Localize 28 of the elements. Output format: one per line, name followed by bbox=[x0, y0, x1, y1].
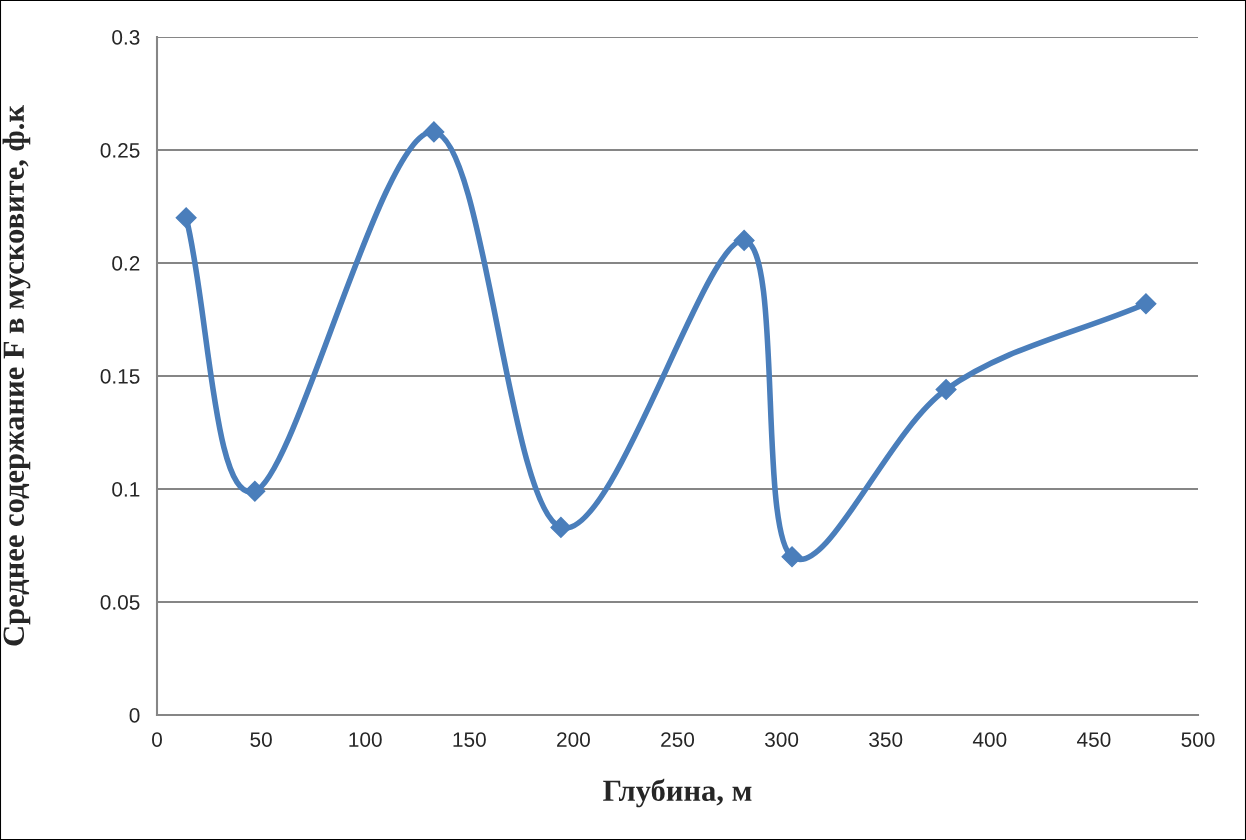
x-tick-label: 200 bbox=[557, 732, 590, 747]
y-axis-title: Среднее содержание F в мусковите, ф.к bbox=[2, 105, 31, 646]
x-tick-label: 100 bbox=[349, 732, 382, 747]
x-tick-label: 500 bbox=[1181, 732, 1215, 747]
y-tick-label: 0.25 bbox=[100, 143, 140, 158]
x-tick-label: 150 bbox=[453, 732, 486, 747]
x-tick-label: 450 bbox=[1077, 732, 1111, 747]
point bbox=[423, 121, 445, 143]
point bbox=[781, 546, 803, 568]
x-tick-label: 250 bbox=[661, 732, 695, 747]
point bbox=[1135, 293, 1157, 315]
point bbox=[733, 229, 755, 251]
x-tick-label: 300 bbox=[765, 732, 799, 747]
x-axis-title: Глубина, м bbox=[603, 778, 752, 808]
y-tick-label: 0.3 bbox=[112, 30, 140, 45]
point bbox=[935, 379, 957, 401]
x-tick-label: 0 bbox=[152, 732, 162, 747]
y-tick-label: 0 bbox=[129, 708, 140, 723]
y-tick-label: 0.15 bbox=[100, 369, 140, 384]
point bbox=[175, 207, 197, 229]
y-tick-label: 0.05 bbox=[100, 595, 140, 610]
point bbox=[550, 516, 572, 538]
y-tick-label: 0.2 bbox=[112, 256, 140, 271]
y-tick-label: 0.1 bbox=[112, 482, 140, 497]
x-tick-label: 350 bbox=[869, 732, 903, 747]
x-tick-label: 50 bbox=[250, 732, 272, 747]
x-tick-label: 400 bbox=[972, 732, 1007, 747]
point bbox=[244, 480, 266, 502]
